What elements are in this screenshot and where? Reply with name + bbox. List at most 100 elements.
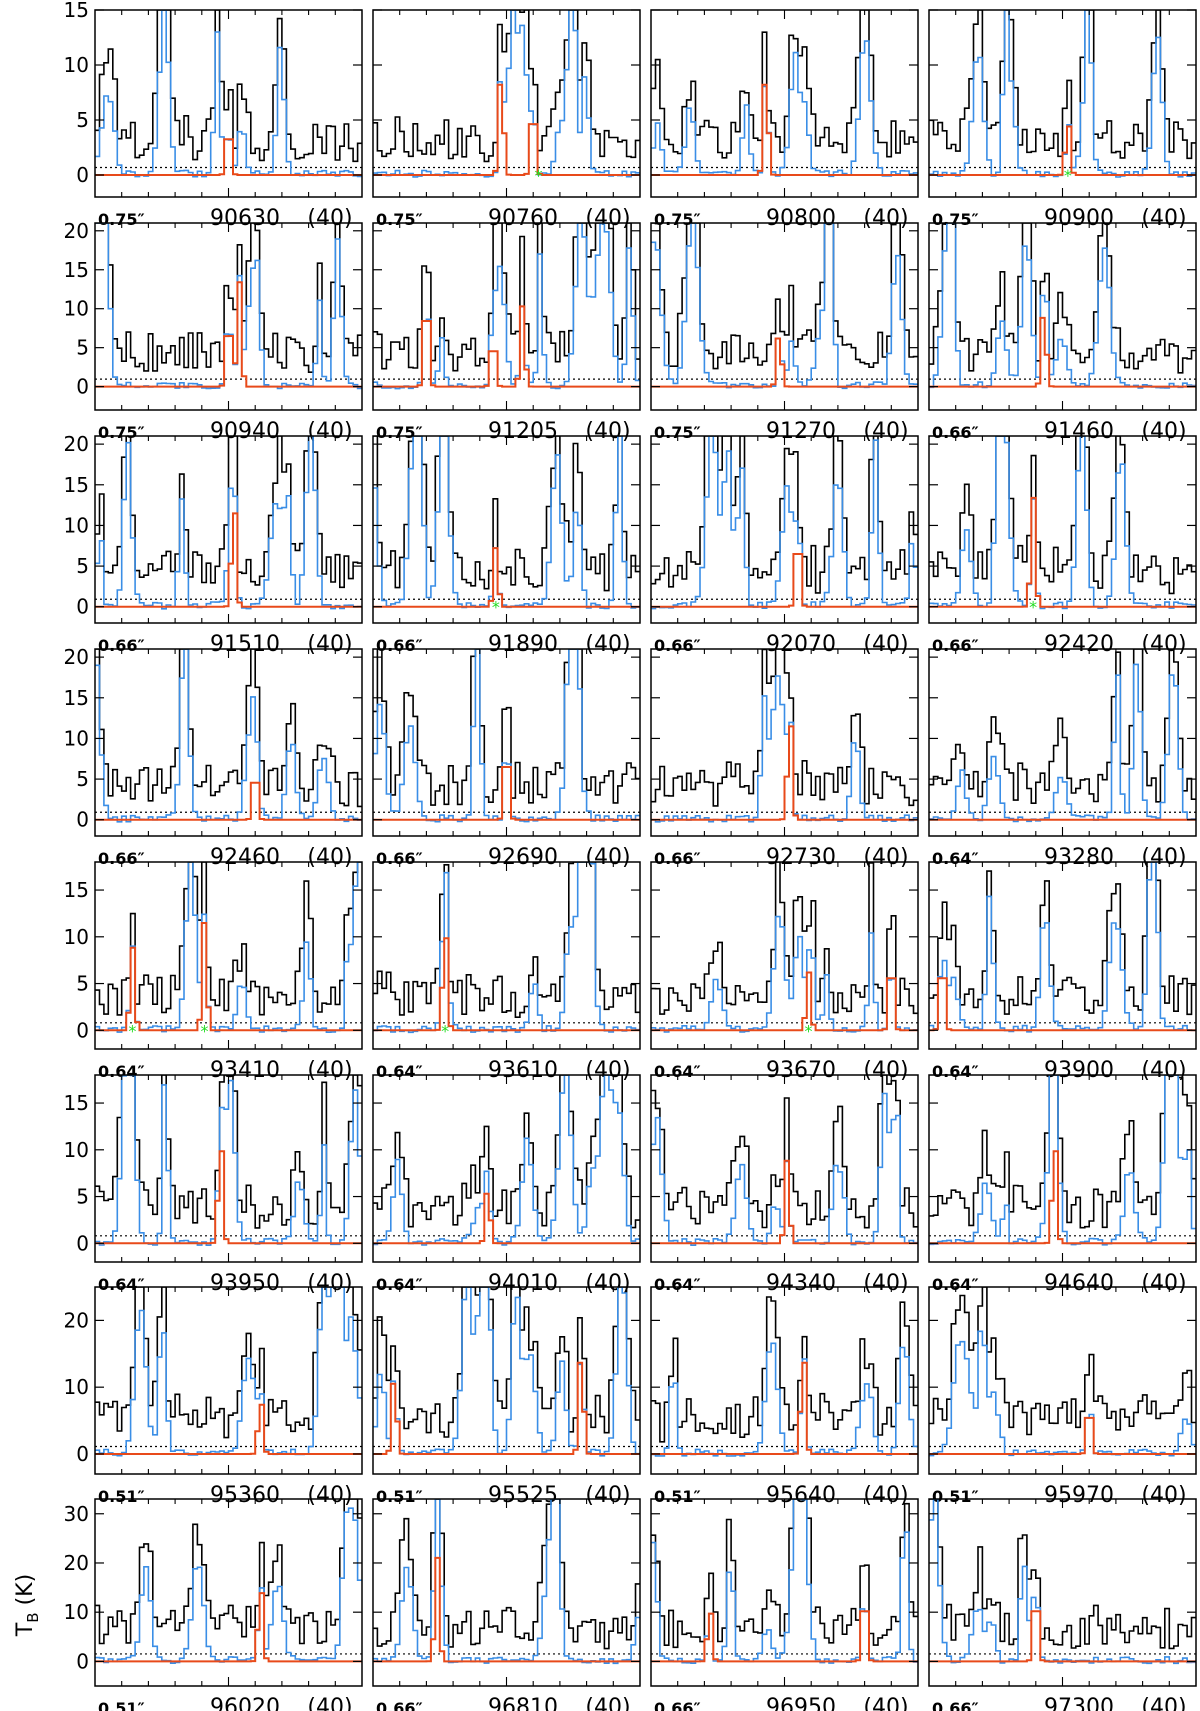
spectrum-panel-96020: 0 10 20 30 0.51″ 96020 (40) (64, 1498, 363, 1711)
frequency-label: 93280 (1044, 845, 1114, 870)
model-target-species (373, 1361, 640, 1455)
frequency-label: 93410 (210, 1058, 280, 1083)
y-tick-label: 0 (76, 1231, 89, 1255)
range-label: (40) (1141, 1271, 1186, 1296)
frequency-label: 96950 (766, 1695, 836, 1711)
resolution-label: 0.66″ (654, 849, 701, 868)
spectrum-panel-90940: 0 5 10 15 20 0.75″ 90940 (40) (64, 219, 363, 444)
model-all-species (95, 1075, 362, 1246)
range-label: (40) (1141, 1483, 1186, 1508)
observed-spectrum (95, 862, 362, 1016)
observed-spectrum (651, 649, 918, 807)
spectrum-panel-95360: 0 10 20 0.51″ 95360 (40) (64, 1286, 363, 1508)
y-tick-label: 5 (76, 767, 89, 791)
range-label: (40) (1141, 419, 1186, 444)
model-target-species (373, 1556, 640, 1663)
model-target-species (373, 766, 640, 821)
resolution-label: 0.66″ (654, 1699, 701, 1711)
resolution-label: 0.66″ (932, 423, 979, 442)
range-label: (40) (307, 1695, 352, 1711)
y-tick-label: 15 (64, 1091, 89, 1115)
model-target-species (95, 512, 362, 608)
observed-spectrum (651, 10, 918, 159)
range-label: (40) (307, 419, 352, 444)
frequency-label: 96020 (210, 1695, 280, 1711)
observed-spectrum (95, 1287, 362, 1439)
spectrum-panel-92420: * 0.66″ 92420 (40) (928, 435, 1197, 657)
range-label: (40) (1141, 1695, 1186, 1711)
observed-spectrum (373, 649, 640, 806)
model-all-species (373, 10, 640, 178)
resolution-label: 0.51″ (98, 1699, 145, 1711)
model-all-species (95, 1287, 362, 1457)
frequency-label: 91270 (766, 419, 836, 444)
model-target-species (651, 1159, 918, 1245)
model-target-species (929, 496, 1196, 608)
observed-spectrum (651, 1075, 918, 1229)
model-target-species (95, 781, 362, 821)
resolution-label: 0.64″ (932, 1275, 979, 1294)
range-label: (40) (863, 1058, 908, 1083)
spectrum-panel-92690: 0.66″ 92690 (40) (372, 648, 641, 870)
model-target-species (651, 83, 918, 176)
y-tick-label: 0 (76, 163, 89, 187)
model-all-species (929, 1330, 1196, 1457)
y-tick-label: 10 (64, 925, 89, 949)
frequency-label: 92070 (766, 632, 836, 657)
spectrum-panel-96810: 0.66″ 96810 (40) (372, 1498, 641, 1711)
y-tick-label: 10 (64, 53, 89, 77)
range-label: (40) (585, 1483, 630, 1508)
model-target-species (929, 1610, 1196, 1663)
y-tick-label: 0 (76, 595, 89, 619)
spectrum-panel-96950: 0.66″ 96950 (40) (650, 1498, 919, 1711)
transition-marker: * (441, 1021, 449, 1040)
y-tick-label: 10 (64, 513, 89, 537)
model-target-species (373, 937, 640, 1032)
spectrum-panel-93900: 0.64″ 93900 (40) (928, 861, 1197, 1083)
observed-spectrum (373, 862, 640, 1018)
model-target-species (929, 1150, 1196, 1245)
model-all-species (929, 862, 1196, 1033)
observed-spectrum (95, 649, 362, 808)
resolution-label: 0.75″ (376, 210, 423, 229)
range-label: (40) (585, 1058, 630, 1083)
y-tick-label: 10 (64, 1375, 89, 1399)
resolution-label: 0.75″ (654, 210, 701, 229)
spectrum-panel-93280: 0.64″ 93280 (40) (928, 648, 1197, 870)
resolution-label: 0.64″ (654, 1275, 701, 1294)
model-all-species (373, 436, 640, 610)
spectrum-panel-95525: 0.51″ 95525 (40) (372, 1286, 641, 1508)
observed-spectrum (929, 1287, 1196, 1436)
observed-spectrum (373, 1499, 640, 1650)
frequency-label: 94640 (1044, 1271, 1114, 1296)
transition-marker: * (535, 166, 543, 185)
frequency-label: 92690 (488, 845, 558, 870)
frequency-label: 92420 (1044, 632, 1114, 657)
range-label: (40) (863, 206, 908, 231)
frequency-label: 97300 (1044, 1695, 1114, 1711)
resolution-label: 0.75″ (98, 423, 145, 442)
resolution-label: 0.66″ (932, 1699, 979, 1711)
y-tick-label: 5 (76, 972, 89, 996)
frequency-label: 90900 (1044, 206, 1114, 231)
range-label: (40) (863, 632, 908, 657)
y-tick-label: 0 (76, 1018, 89, 1042)
y-tick-label: 0 (76, 1649, 89, 1673)
model-all-species (651, 436, 918, 610)
frequency-label: 95970 (1044, 1483, 1114, 1508)
y-tick-label: 10 (64, 297, 89, 321)
model-target-species (651, 725, 918, 821)
resolution-label: 0.66″ (932, 636, 979, 655)
observed-spectrum (929, 436, 1196, 595)
panel-frame (650, 1498, 919, 1687)
range-label: (40) (585, 1271, 630, 1296)
model-target-species (95, 1150, 362, 1245)
spectrum-panel-91205: 0.75″ 91205 (40) (372, 222, 641, 444)
observed-spectrum (95, 1499, 362, 1645)
model-all-species (929, 436, 1196, 610)
range-label: (40) (585, 1695, 630, 1711)
spectrum-panel-90800: 0.75″ 90800 (40) (650, 9, 919, 231)
y-tick-label: 10 (64, 1600, 89, 1624)
